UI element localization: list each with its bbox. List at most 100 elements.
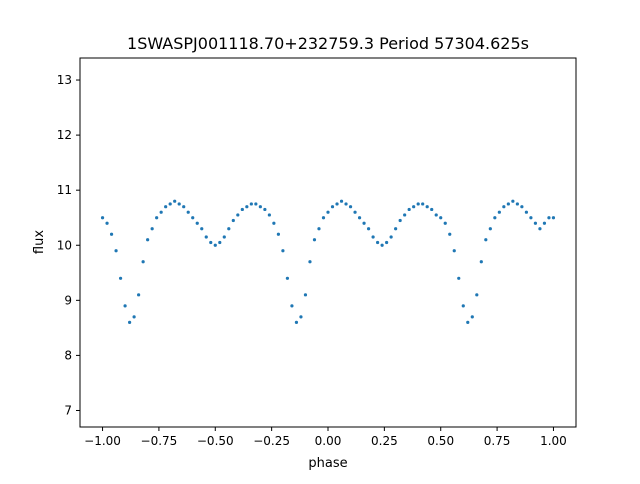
data-point (394, 227, 398, 231)
data-point (290, 304, 294, 308)
data-point (285, 276, 290, 280)
data-point (191, 216, 195, 220)
data-point (434, 213, 438, 217)
data-point (533, 221, 538, 225)
data-point (118, 276, 123, 280)
x-tick-label: −0.75 (141, 434, 178, 448)
data-point (479, 260, 483, 264)
x-tick-label: −0.25 (253, 434, 290, 448)
data-point (258, 205, 262, 209)
data-point (240, 207, 244, 212)
y-tick-label: 8 (64, 348, 72, 362)
data-point (439, 216, 443, 220)
data-point (344, 202, 348, 206)
data-point (146, 238, 150, 242)
data-point (299, 315, 303, 319)
data-point (443, 221, 447, 225)
data-point (168, 202, 172, 206)
data-point (416, 202, 420, 206)
data-point (542, 221, 547, 225)
data-point (236, 213, 240, 217)
data-point (227, 227, 231, 231)
data-point (502, 205, 506, 209)
data-point (186, 210, 190, 214)
data-point (398, 218, 402, 223)
data-point (231, 218, 235, 223)
data-point (204, 235, 208, 239)
data-point (497, 210, 501, 214)
y-axis-ticks: 7 8 9 10 11 12 13 (57, 73, 80, 417)
data-point (461, 304, 465, 308)
data-point (312, 238, 317, 242)
data-point (425, 205, 429, 209)
data-point (303, 293, 308, 297)
data-point (267, 213, 271, 217)
data-point (376, 240, 380, 245)
data-point (209, 240, 213, 245)
x-tick-label: −1.00 (84, 434, 121, 448)
data-point (421, 202, 425, 206)
x-tick-label: 0.00 (315, 434, 342, 448)
data-point (200, 227, 204, 231)
data-point (137, 293, 141, 297)
data-point (506, 202, 510, 206)
data-point (263, 207, 267, 212)
data-point (308, 260, 312, 264)
data-point (357, 216, 362, 220)
data-point (385, 240, 389, 245)
y-axis-label: flux (32, 230, 47, 254)
data-point (249, 202, 253, 206)
x-tick-label: 1.00 (540, 434, 567, 448)
data-point (366, 227, 371, 231)
data-point (430, 207, 434, 212)
chart-title: 1SWASPJ001118.70+232759.3 Period 57304.6… (127, 34, 529, 53)
data-point (457, 276, 461, 280)
y-tick-label: 10 (57, 238, 72, 252)
y-tick-label: 11 (57, 183, 72, 197)
data-point (493, 216, 497, 220)
x-axis-label: phase (308, 456, 347, 471)
y-tick-label: 13 (57, 73, 72, 87)
data-point (195, 221, 199, 225)
y-tick-label: 9 (64, 293, 72, 307)
y-tick-label: 7 (64, 403, 72, 417)
data-point (551, 216, 556, 220)
data-point (164, 205, 168, 209)
data-point (488, 227, 492, 231)
data-point (511, 199, 515, 203)
data-point (155, 216, 159, 220)
x-tick-label: 0.75 (484, 434, 511, 448)
data-point (407, 207, 411, 212)
data-point (213, 243, 217, 247)
data-point (128, 320, 132, 324)
data-point (317, 227, 321, 231)
data-point (389, 235, 393, 239)
data-point (245, 205, 249, 209)
data-point (380, 243, 384, 247)
data-point (330, 205, 335, 209)
data-point (484, 238, 488, 242)
data-point (520, 205, 524, 209)
data-point (448, 232, 452, 236)
data-point (470, 315, 474, 319)
data-point (218, 240, 222, 245)
data-point (177, 202, 181, 206)
data-point (353, 210, 357, 214)
data-point (105, 221, 109, 225)
data-point (132, 315, 136, 319)
x-tick-label: −0.50 (197, 434, 234, 448)
data-point (452, 249, 456, 253)
data-point (339, 199, 344, 203)
x-tick-label: 0.25 (371, 434, 398, 448)
data-point (294, 320, 299, 324)
data-point (475, 293, 479, 297)
data-point (109, 232, 114, 236)
data-point (371, 235, 375, 239)
data-point (159, 210, 163, 214)
data-point (222, 235, 226, 239)
data-point (335, 202, 339, 206)
data-point (529, 216, 533, 220)
data-point (100, 216, 105, 220)
